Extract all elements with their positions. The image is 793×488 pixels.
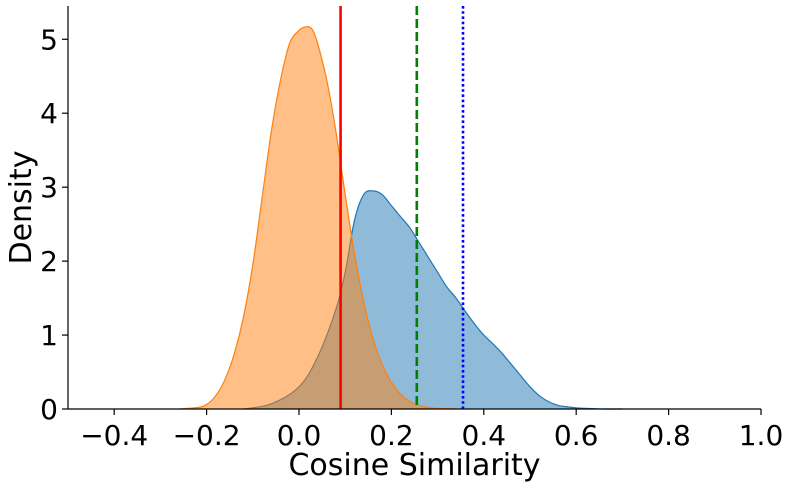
series-layer [178, 25, 623, 410]
y-axis-title: Density [4, 150, 39, 264]
x-tick-label: −0.2 [173, 419, 241, 452]
x-ticks: −0.4 −0.2 0.0 0.2 0.4 0.6 0.8 1.0 [80, 409, 783, 452]
density-area-2 [178, 26, 457, 409]
x-tick-label: 1.0 [739, 419, 784, 452]
y-tick-label: 2 [40, 245, 58, 278]
x-tick-label: −0.4 [80, 419, 148, 452]
reference-lines [339, 6, 465, 409]
x-tick-label: 0.6 [554, 419, 599, 452]
y-tick-label: 0 [40, 393, 58, 426]
x-tick-label: 0.8 [646, 419, 691, 452]
density-curve-2 [178, 25, 457, 410]
y-tick-label: 1 [40, 319, 58, 352]
x-tick-label: 0.4 [462, 419, 507, 452]
y-tick-label: 4 [40, 97, 58, 130]
x-axis-title: Cosine Similarity [288, 448, 540, 483]
y-tick-label: 3 [40, 171, 58, 204]
x-tick-label: 0.2 [369, 419, 414, 452]
y-ticks: 0 1 2 3 4 5 [40, 23, 68, 426]
axes [67, 6, 761, 410]
y-tick-label: 5 [40, 23, 58, 56]
x-tick-label: 0.0 [277, 419, 322, 452]
